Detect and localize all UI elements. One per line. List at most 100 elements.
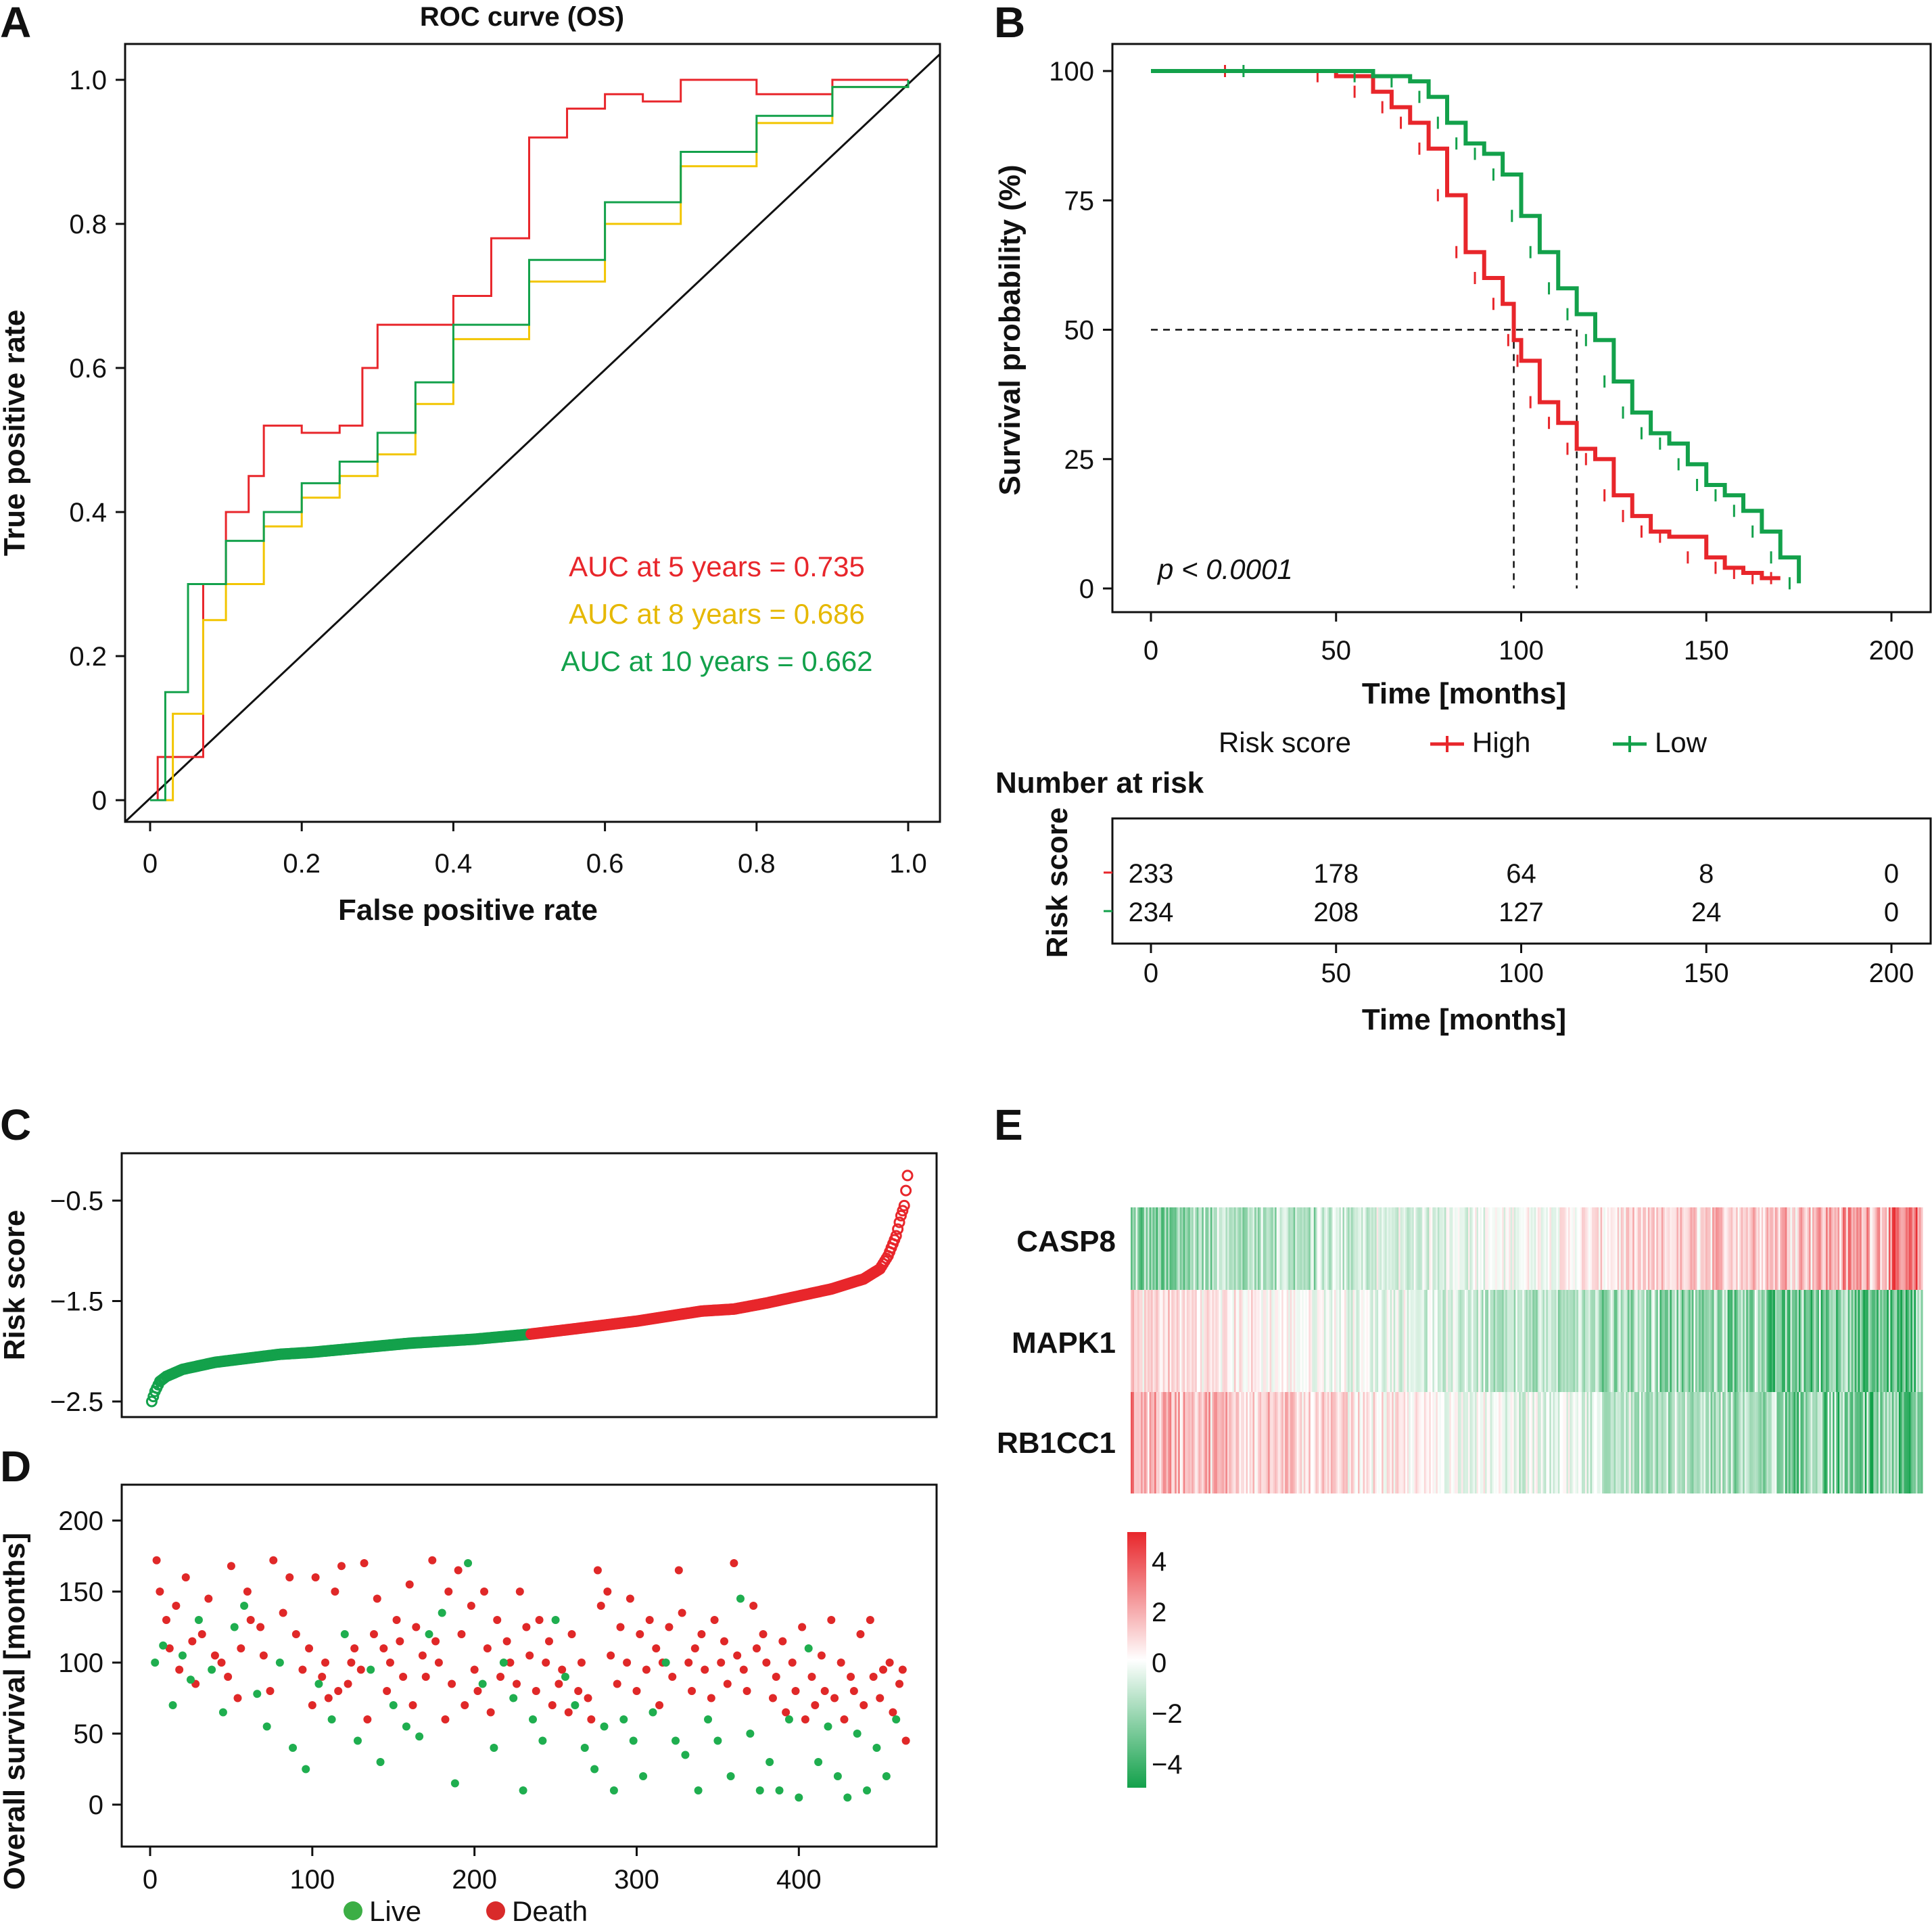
- heatmap-cell-rb1cc1: [1556, 1392, 1559, 1493]
- heatmap-cell-casp8: [1215, 1207, 1218, 1290]
- heatmap-cell-mapk1: [1415, 1290, 1418, 1392]
- heatmap-cell-mapk1: [1599, 1290, 1601, 1392]
- heatmap-cell-mapk1: [1656, 1290, 1659, 1392]
- survival-y-tick-label: 0: [89, 1790, 103, 1820]
- heatmap-cell-casp8: [1654, 1207, 1657, 1290]
- heatmap-cell-casp8: [1592, 1207, 1595, 1290]
- death-point: [197, 1630, 206, 1638]
- heatmap-cell-mapk1: [1148, 1290, 1150, 1392]
- heatmap-cell-rb1cc1: [1392, 1392, 1394, 1493]
- risk-table-cell-high: 8: [1699, 859, 1714, 889]
- heatmap-cell-mapk1: [1917, 1290, 1920, 1392]
- heatmap-cell-rb1cc1: [1709, 1392, 1712, 1493]
- heatmap-cell-rb1cc1: [1229, 1392, 1231, 1493]
- death-point: [331, 1588, 339, 1596]
- heatmap-cell-rb1cc1: [1649, 1392, 1652, 1493]
- heatmap-cell-mapk1: [1646, 1290, 1649, 1392]
- heatmap-cell-rb1cc1: [1680, 1392, 1682, 1493]
- death-point: [636, 1630, 644, 1638]
- roc-lines: [124, 53, 941, 823]
- heatmap-cell-rb1cc1: [1592, 1392, 1595, 1493]
- heatmap-cell-casp8: [1690, 1207, 1693, 1290]
- heatmap-cell-casp8: [1507, 1207, 1509, 1290]
- survival-x-tick-label: 400: [776, 1865, 822, 1895]
- roc-x-tick-label: 0.6: [586, 849, 624, 879]
- heatmap-cell-mapk1: [1836, 1290, 1839, 1392]
- heatmap-cell-mapk1: [1420, 1290, 1423, 1392]
- heatmap-cell-casp8: [1261, 1207, 1264, 1290]
- heatmap-cell-rb1cc1: [1354, 1392, 1357, 1493]
- heatmap-cell-casp8: [1426, 1207, 1428, 1290]
- heatmap-cell-casp8: [1856, 1207, 1859, 1290]
- roc-curve-5-years: [150, 78, 908, 802]
- heatmap-cell-casp8: [1624, 1207, 1626, 1290]
- km-curves: [1151, 65, 1801, 590]
- heatmap-cell-rb1cc1: [1193, 1392, 1196, 1493]
- heatmap-cell-mapk1: [1203, 1290, 1206, 1392]
- heatmap-cell-rb1cc1: [1581, 1392, 1584, 1493]
- heatmap-cell-mapk1: [1570, 1290, 1572, 1392]
- heatmap-cell-mapk1: [1422, 1290, 1425, 1392]
- heatmap-cell-mapk1: [1258, 1290, 1260, 1392]
- heatmap-cell-rb1cc1: [1534, 1392, 1536, 1493]
- heatmap-cell-casp8: [1400, 1207, 1403, 1290]
- heatmap-cell-casp8: [1720, 1207, 1723, 1290]
- heatmap-cell-mapk1: [1551, 1290, 1553, 1392]
- heatmap-cell-mapk1: [1536, 1290, 1538, 1392]
- live-point: [853, 1730, 862, 1738]
- heatmap-cell-rb1cc1: [1702, 1392, 1705, 1493]
- death-point: [513, 1679, 521, 1688]
- death-point: [311, 1573, 320, 1581]
- heatmap-cell-mapk1: [1602, 1290, 1605, 1392]
- heatmap-cell-rb1cc1: [1500, 1392, 1503, 1493]
- heatmap-cell-mapk1: [1227, 1290, 1230, 1392]
- heatmap-cell-casp8: [1561, 1207, 1564, 1290]
- heatmap-cell-casp8: [1259, 1207, 1262, 1290]
- heatmap-cell-rb1cc1: [1639, 1392, 1642, 1493]
- survival-y-tick-label: 50: [74, 1719, 104, 1749]
- death-point: [454, 1566, 463, 1575]
- heatmap-cell-mapk1: [1398, 1290, 1401, 1392]
- heatmap-cell-rb1cc1: [1844, 1392, 1847, 1493]
- heatmap-cell-mapk1: [1464, 1290, 1467, 1392]
- live-point: [580, 1744, 589, 1752]
- heatmap-cell-rb1cc1: [1359, 1392, 1362, 1493]
- heatmap-cell-mapk1: [1168, 1290, 1171, 1392]
- heatmap-cell-rb1cc1: [1563, 1392, 1565, 1493]
- heatmap-cell-casp8: [1702, 1207, 1705, 1290]
- roc-y-axis: 00.20.40.60.81.0: [69, 66, 125, 816]
- heatmap-cell-rb1cc1: [1239, 1392, 1242, 1493]
- risk-table-x-tick-label: 0: [1144, 958, 1158, 988]
- heatmap-cell-casp8: [1144, 1207, 1147, 1290]
- heatmap-cell-rb1cc1: [1833, 1392, 1835, 1493]
- heatmap-cell-mapk1: [1873, 1290, 1876, 1392]
- heatmap-cell-casp8: [1283, 1207, 1286, 1290]
- survival-x-tick-label: 200: [452, 1865, 497, 1895]
- heatmap-cell-rb1cc1: [1643, 1392, 1645, 1493]
- heatmap-cell-mapk1: [1313, 1290, 1316, 1392]
- heatmap-cell-rb1cc1: [1790, 1392, 1793, 1493]
- heatmap-cell-casp8: [1309, 1207, 1311, 1290]
- heatmap-cell-rb1cc1: [1192, 1392, 1194, 1493]
- heatmap-cell-mapk1: [1268, 1290, 1271, 1392]
- heatmap-cell-mapk1: [1485, 1290, 1488, 1392]
- heatmap-cell-mapk1: [1671, 1290, 1674, 1392]
- heatmap-cell-mapk1: [1586, 1290, 1589, 1392]
- death-point: [584, 1694, 592, 1702]
- heatmap-cell-mapk1: [1185, 1290, 1187, 1392]
- death-point: [674, 1566, 683, 1575]
- heatmap-cell-rb1cc1: [1206, 1392, 1209, 1493]
- km-x-label: Time [months]: [1362, 677, 1566, 710]
- heatmap-cell-mapk1: [1383, 1290, 1386, 1392]
- heatmap-cell-rb1cc1: [1542, 1392, 1545, 1493]
- heatmap-cell-mapk1: [1526, 1290, 1528, 1392]
- heatmap-cell-rb1cc1: [1266, 1392, 1269, 1493]
- heatmap-cell-casp8: [1551, 1207, 1553, 1290]
- heatmap-cell-mapk1: [1296, 1290, 1299, 1392]
- death-point: [493, 1616, 502, 1624]
- heatmap-cell-casp8: [1233, 1207, 1237, 1290]
- heatmap-cell-mapk1: [1637, 1290, 1640, 1392]
- heatmap-cell-rb1cc1: [1475, 1392, 1478, 1493]
- death-point: [152, 1556, 161, 1565]
- heatmap-cell-rb1cc1: [1459, 1392, 1462, 1493]
